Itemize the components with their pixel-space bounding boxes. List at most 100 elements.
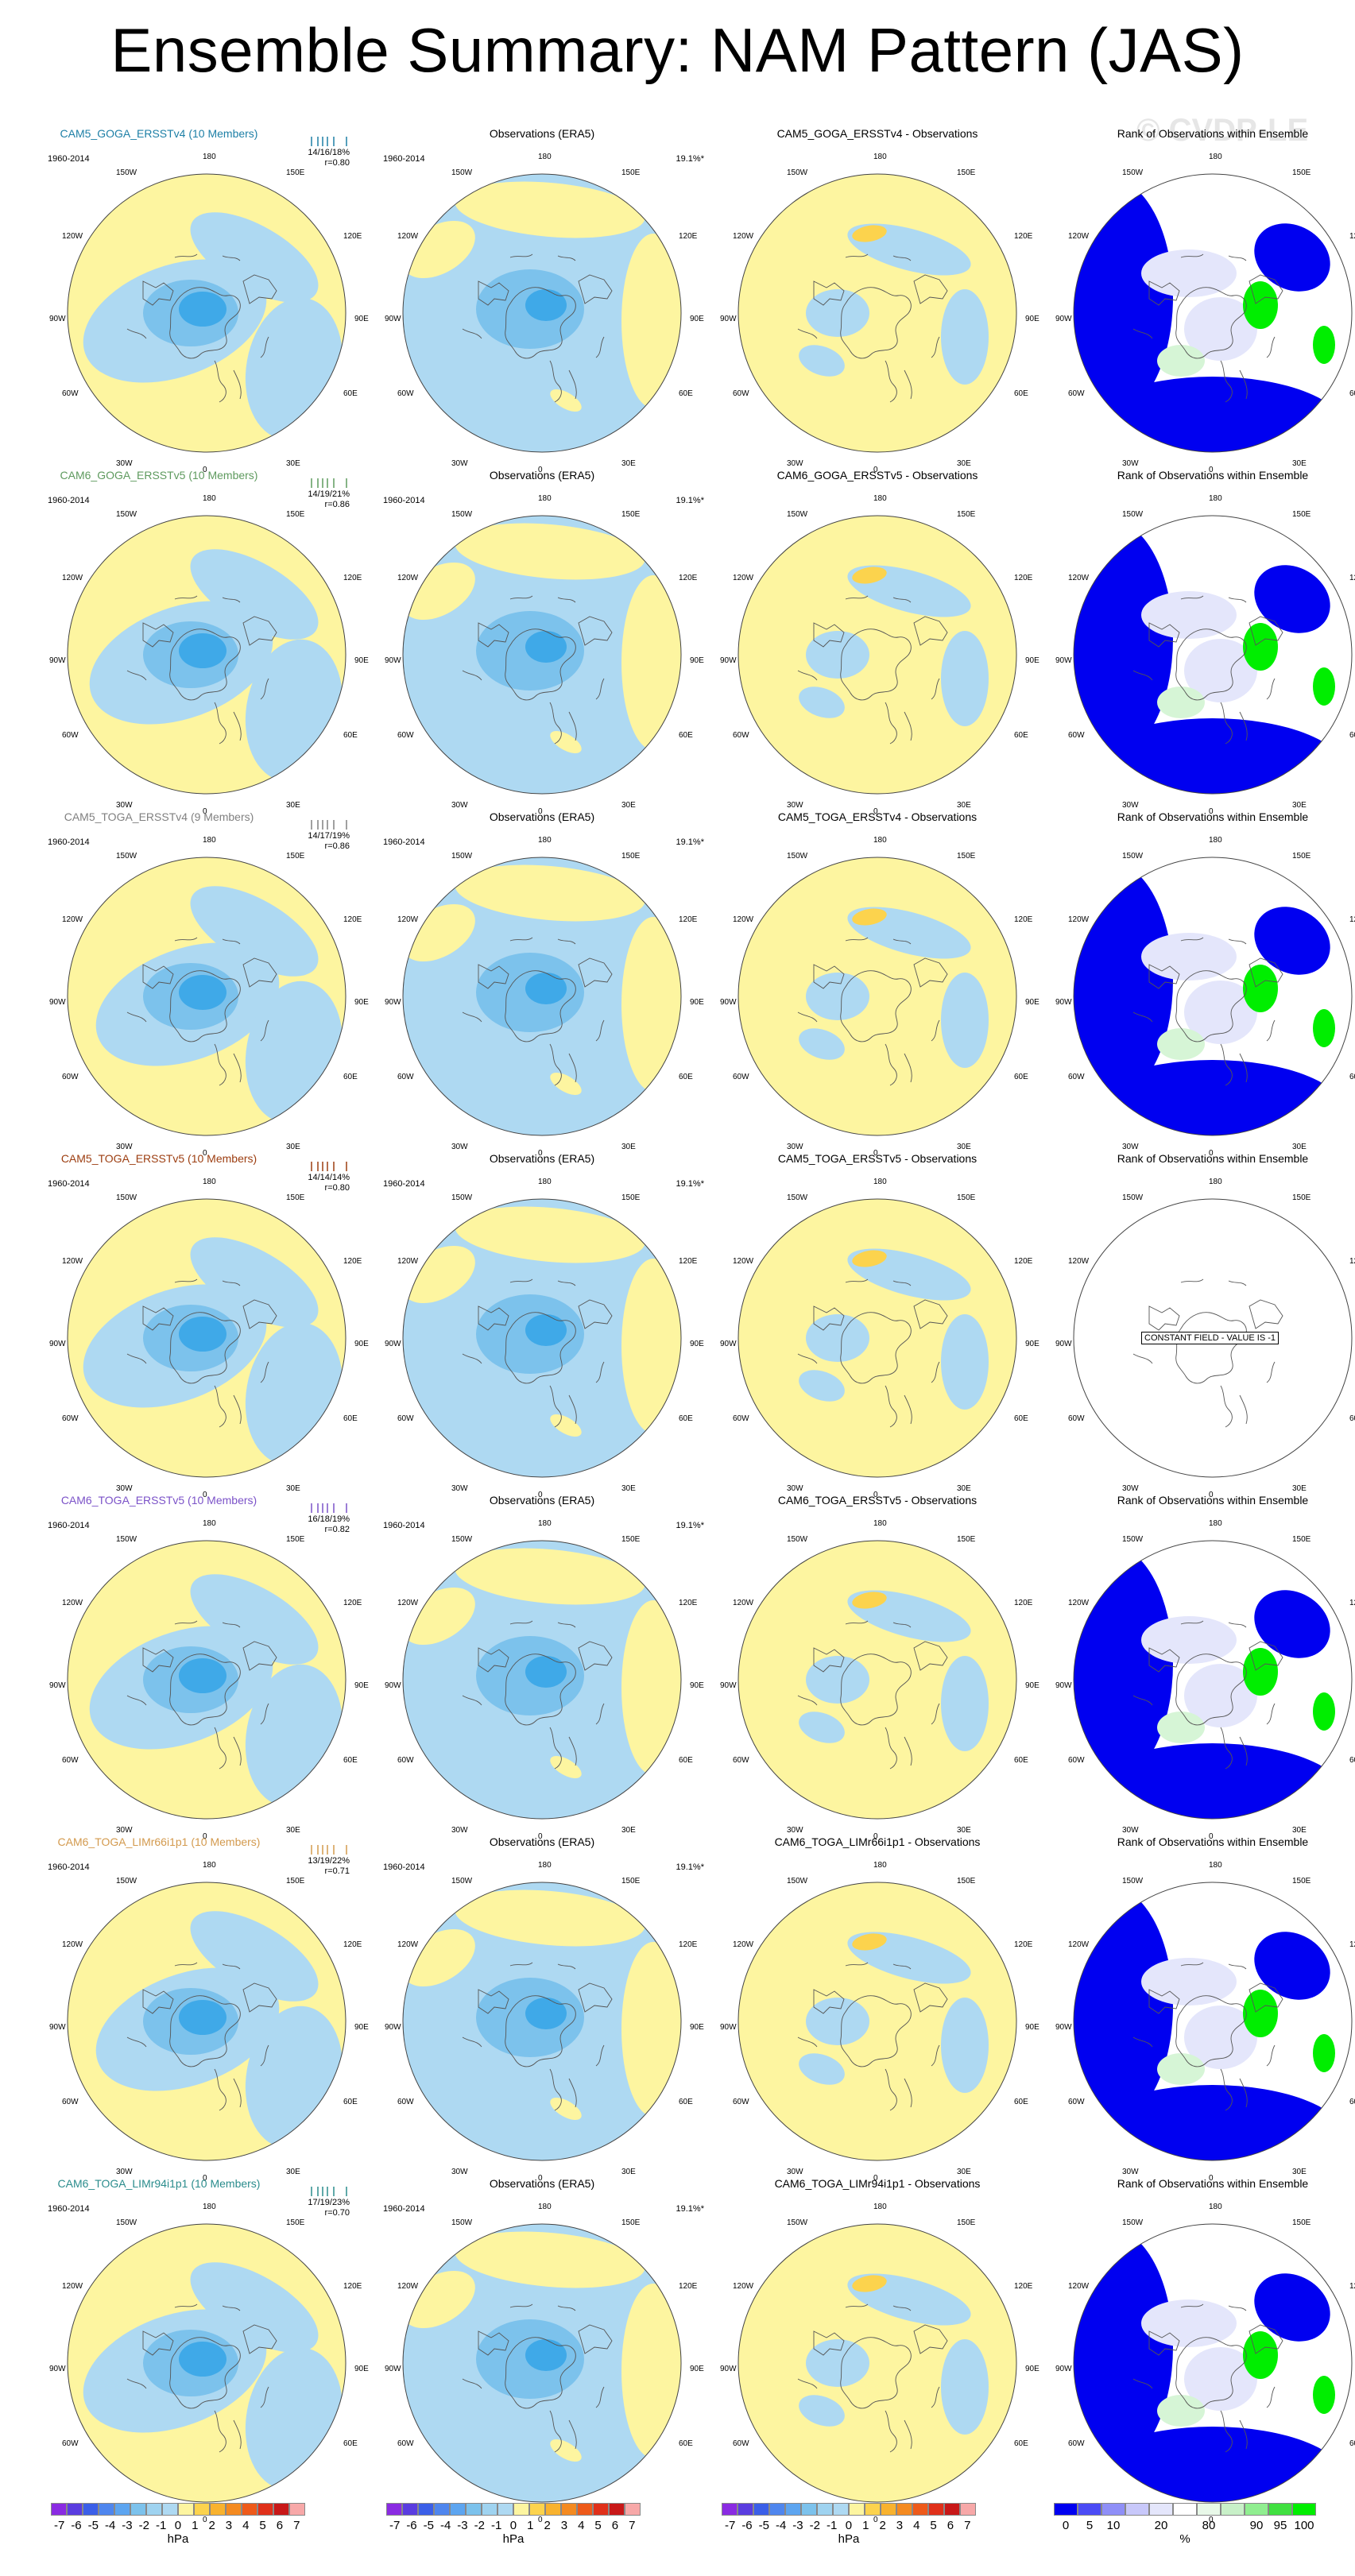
longitude-label: 90W <box>720 315 737 323</box>
longitude-label: 30W <box>116 459 133 468</box>
longitude-label: 180 <box>538 2203 552 2211</box>
variance-range: 16/18/19% <box>308 1514 350 1524</box>
longitude-label: 120W <box>1068 1940 1090 1949</box>
panel-obs-row-1: Observations (ERA5) 1960-2014 19.1%* 180 150… <box>375 127 709 474</box>
longitude-label: 90E <box>1025 1681 1039 1690</box>
longitude-label: 0 <box>538 1832 543 1841</box>
longitude-label: 0 <box>1209 466 1214 474</box>
longitude-label: 180 <box>1209 836 1222 845</box>
period-label: 1960-2014 <box>48 496 90 505</box>
longitude-label: 0 <box>1209 1491 1214 1499</box>
longitude-label: 60E <box>1349 2098 1355 2106</box>
colorbar-swatch <box>513 2503 529 2516</box>
longitude-label: 120W <box>733 915 754 924</box>
colorbar-swatch <box>1245 2503 1268 2516</box>
longitude-label: 60W <box>62 2439 79 2448</box>
colorbar-tick: 2 <box>208 2519 215 2532</box>
longitude-label: 60E <box>343 731 358 740</box>
panel-title: Observations (ERA5) <box>489 1494 595 1507</box>
polar-map <box>726 1187 1028 1493</box>
longitude-label: 180 <box>873 1861 887 1870</box>
longitude-label: 150E <box>1292 2218 1311 2227</box>
longitude-label: 120E <box>679 915 698 924</box>
longitude-label: 30W <box>787 459 803 468</box>
longitude-label: 0 <box>873 2174 878 2183</box>
longitude-label: 120E <box>1014 915 1033 924</box>
longitude-label: 150W <box>116 2218 137 2227</box>
longitude-label: 150W <box>116 510 137 519</box>
panel-title: CAM6_TOGA_LIMr66i1p1 - Observations <box>774 1835 981 1848</box>
period-label: 1960-2014 <box>383 2204 425 2214</box>
longitude-label: 60W <box>62 389 79 398</box>
longitude-label: 150W <box>451 510 473 519</box>
longitude-label: 30E <box>621 459 636 468</box>
longitude-label: 30E <box>286 1826 300 1835</box>
longitude-label: 30E <box>957 2168 971 2176</box>
variance-range: 14/17/19% <box>308 831 350 841</box>
longitude-label: 60W <box>397 1073 414 1081</box>
longitude-label: 90E <box>690 1681 704 1690</box>
longitude-label: 120E <box>1014 1257 1033 1266</box>
pattern-correlation: r=0.80 <box>324 158 350 168</box>
longitude-label: 120E <box>343 232 362 241</box>
longitude-label: 60E <box>1349 2439 1355 2448</box>
longitude-label: 30W <box>451 459 468 468</box>
longitude-label: 90W <box>385 315 401 323</box>
longitude-label: 90E <box>354 315 369 323</box>
colorbar-tick <box>1125 2519 1149 2532</box>
colorbar-tick: -5 <box>758 2519 769 2532</box>
longitude-label: 180 <box>203 836 216 845</box>
longitude-label: 30E <box>286 2168 300 2176</box>
panel-title: CAM5_TOGA_ERSSTv5 (10 Members) <box>60 1152 257 1165</box>
pattern-correlation: r=0.71 <box>324 1866 350 1876</box>
longitude-label: 30W <box>116 2168 133 2176</box>
colorbar-tick: 6 <box>276 2519 284 2532</box>
longitude-label: 150E <box>1292 168 1311 177</box>
colorbar-tick: -5 <box>87 2519 99 2532</box>
longitude-label: 30W <box>1122 2168 1139 2176</box>
member-tick-marks <box>307 1502 354 1514</box>
longitude-label: 0 <box>203 1832 207 1841</box>
longitude-label: 150E <box>621 168 641 177</box>
obs-variance-label: 19.1%* <box>676 2204 704 2214</box>
longitude-label: 90E <box>690 2365 704 2373</box>
ensemble-stats: 16/18/19% r=0.82 <box>262 1514 350 1535</box>
colorbar-tick: 10 <box>1106 2519 1121 2532</box>
colorbar-tick: -3 <box>457 2519 468 2532</box>
polar-map <box>726 504 1028 810</box>
colorbar-tick: 0 <box>1062 2519 1070 2532</box>
period-label: 1960-2014 <box>383 837 425 847</box>
longitude-label: 180 <box>538 1861 552 1870</box>
longitude-label: 30W <box>787 801 803 810</box>
polar-map <box>56 162 358 468</box>
colorbar-swatch <box>497 2503 513 2516</box>
colorbar-tick: -4 <box>775 2519 787 2532</box>
longitude-label: 60W <box>1068 731 1085 740</box>
colorbar-tick: 4 <box>913 2519 920 2532</box>
longitude-label: 120E <box>1014 232 1033 241</box>
colorbar-tick: 0 <box>174 2519 182 2532</box>
longitude-label: 0 <box>1209 2174 1214 2183</box>
period-label: 1960-2014 <box>48 1862 90 1872</box>
panel-diff-row-7: CAM6_TOGA_LIMr94i1p1 - Observations 180 15… <box>710 2177 1044 2524</box>
longitude-label: 120W <box>733 232 754 241</box>
longitude-label: 30W <box>451 801 468 810</box>
longitude-label: 60E <box>343 389 358 398</box>
longitude-label: 0 <box>203 807 207 816</box>
colorbar-tick: 4 <box>242 2519 250 2532</box>
longitude-label: 150E <box>621 1877 641 1886</box>
colorbar-tick: 3 <box>225 2519 233 2532</box>
longitude-label: 0 <box>873 2516 878 2524</box>
colorbar-swatch <box>545 2503 561 2516</box>
colorbar-tick: -1 <box>826 2519 838 2532</box>
longitude-label: 150W <box>451 168 473 177</box>
colorbar-swatch <box>609 2503 625 2516</box>
longitude-label: 150W <box>116 1877 137 1886</box>
colorbar-tick: 80 <box>1202 2519 1216 2532</box>
longitude-label: 60W <box>1068 1414 1085 1423</box>
polar-map <box>1062 2212 1355 2518</box>
longitude-label: 30W <box>451 2168 468 2176</box>
longitude-label: 60W <box>62 1414 79 1423</box>
colorbar-swatch <box>1173 2503 1197 2516</box>
longitude-label: 90E <box>1025 998 1039 1007</box>
